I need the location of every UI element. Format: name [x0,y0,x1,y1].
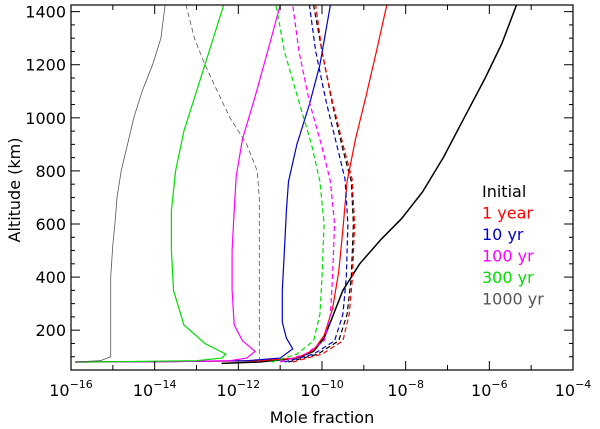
x-tick-label: 10−16 [49,378,93,400]
series-line-300-yr-dashed [271,5,325,363]
y-axis-title: Altitude (km) [5,138,24,243]
x-tick-label: 10−4 [555,378,592,400]
legend: Initial 1 year 10 yr 100 yr 300 yr 1000 yr [482,182,544,309]
x-tick-label: 10−12 [217,378,261,400]
x-axis-title: Mole fraction [270,408,374,427]
x-tick-label: 10−14 [133,378,177,400]
series-layer [75,5,518,365]
series-line-100-yr-dashed [280,5,336,363]
legend-entry: 1000 yr [482,290,544,309]
series-line-1-year-dashed [292,5,356,363]
y-tick-label: 1400 [25,3,66,22]
y-tick-label: 1000 [25,109,66,128]
y-tick-label: 200 [35,321,66,340]
legend-entry: 10 yr [482,225,524,244]
y-tick-label: 400 [35,268,66,287]
x-tick-label: 10−10 [300,378,344,400]
x-tick-label: 10−6 [471,378,508,400]
series-line-10-yr [75,5,331,363]
legend-entry: Initial [482,182,526,201]
legend-entry: 300 yr [482,268,534,287]
y-tick-label: 800 [35,162,66,181]
series-line-100-yr [75,5,281,363]
series-line-1-year [75,5,388,363]
series-line-1000-yr-dashed [185,5,260,362]
series-line-300-yr [75,5,227,363]
series-line-1000-yr [75,5,166,363]
y-tick-label: 1200 [25,56,66,75]
legend-entry: 1 year [482,204,533,223]
y-tick-label: 600 [35,215,66,234]
ticks-layer: 10−16 10−14 10−12 10−10 10−8 10−6 10−4 200 400 60… [25,3,591,400]
legend-entry: 100 yr [482,247,534,266]
x-tick-label: 10−8 [387,378,424,400]
series-line-10-yr-dashed [284,5,349,363]
